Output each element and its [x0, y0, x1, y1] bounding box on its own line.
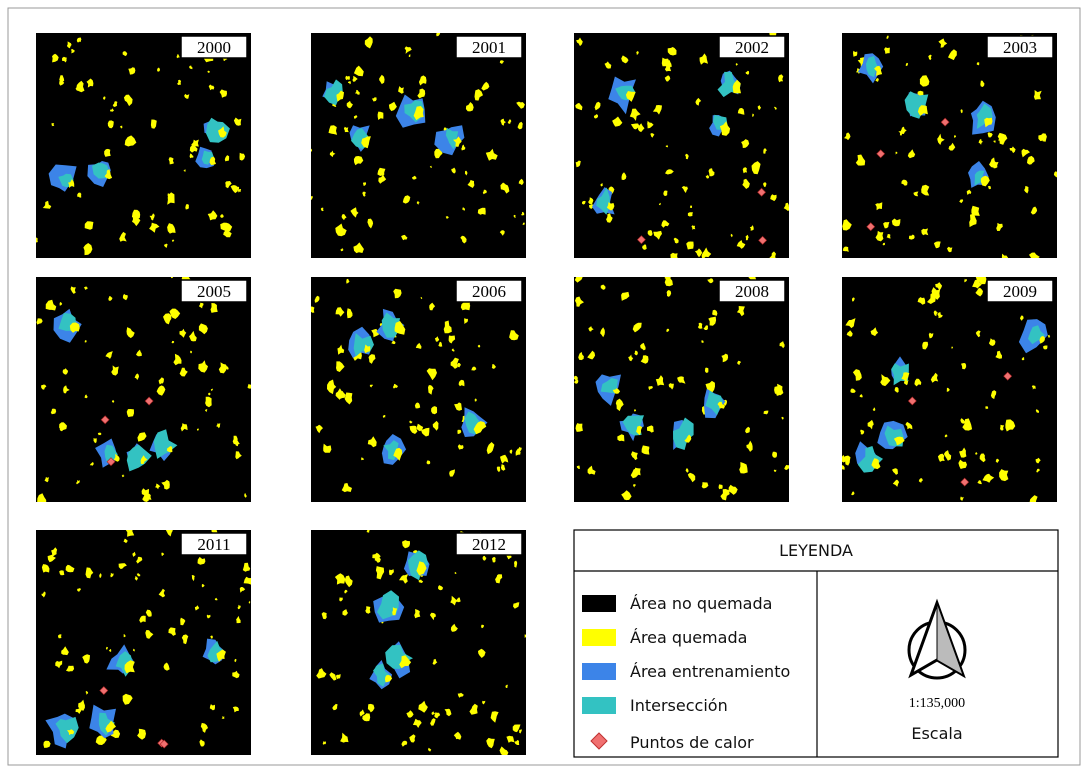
map-panel: 2005	[36, 275, 253, 507]
burn-patch	[688, 212, 693, 216]
burn-patch	[576, 423, 583, 432]
legend-item: Intersección	[630, 696, 728, 715]
panel-bg	[311, 33, 526, 258]
year-label: 2003	[1003, 38, 1037, 57]
year-label: 2002	[735, 38, 769, 57]
year-label: 2011	[197, 535, 230, 554]
year-label: 2006	[472, 282, 506, 301]
map-panel: 2008	[573, 272, 790, 502]
legend-title: LEYENDA	[779, 541, 853, 560]
year-label: 2001	[472, 38, 506, 57]
burn-patch	[719, 484, 723, 489]
swatch	[582, 697, 616, 714]
legend-item: Área entrenamiento	[630, 662, 790, 681]
map-panel: 2002	[574, 29, 790, 262]
map-panel: 2006	[310, 277, 526, 502]
year-label: 2008	[735, 282, 769, 301]
year-label: 2012	[472, 535, 506, 554]
year-label: 2005	[197, 282, 231, 301]
map-panel: 2012	[311, 529, 527, 757]
legend-item: Área no quemada	[630, 594, 772, 613]
panel-bg	[36, 33, 251, 258]
legend-item: Área quemada	[630, 628, 747, 647]
figure: 2000 2001 2002 2003 2005 2006 2008 2009 2011 2012…	[0, 0, 1087, 772]
scale: 1:135,000	[909, 696, 965, 711]
scale-label: Escala	[911, 724, 962, 743]
map-panel: 2009	[839, 274, 1057, 505]
year-label: 2009	[1003, 282, 1037, 301]
year-label: 2000	[197, 38, 231, 57]
swatch	[582, 663, 616, 680]
swatch	[582, 595, 616, 612]
map-panel: 2003	[842, 33, 1059, 263]
map-panel: 2000	[34, 33, 251, 258]
legend-item: Puntos de calor	[630, 733, 754, 752]
panel-bg	[311, 277, 526, 502]
map-panel: 2011	[36, 525, 253, 756]
swatch	[582, 629, 616, 646]
legend: LEYENDA Área no quemada Área quemada Áre…	[574, 530, 1058, 757]
map-panel: 2001	[308, 30, 526, 258]
